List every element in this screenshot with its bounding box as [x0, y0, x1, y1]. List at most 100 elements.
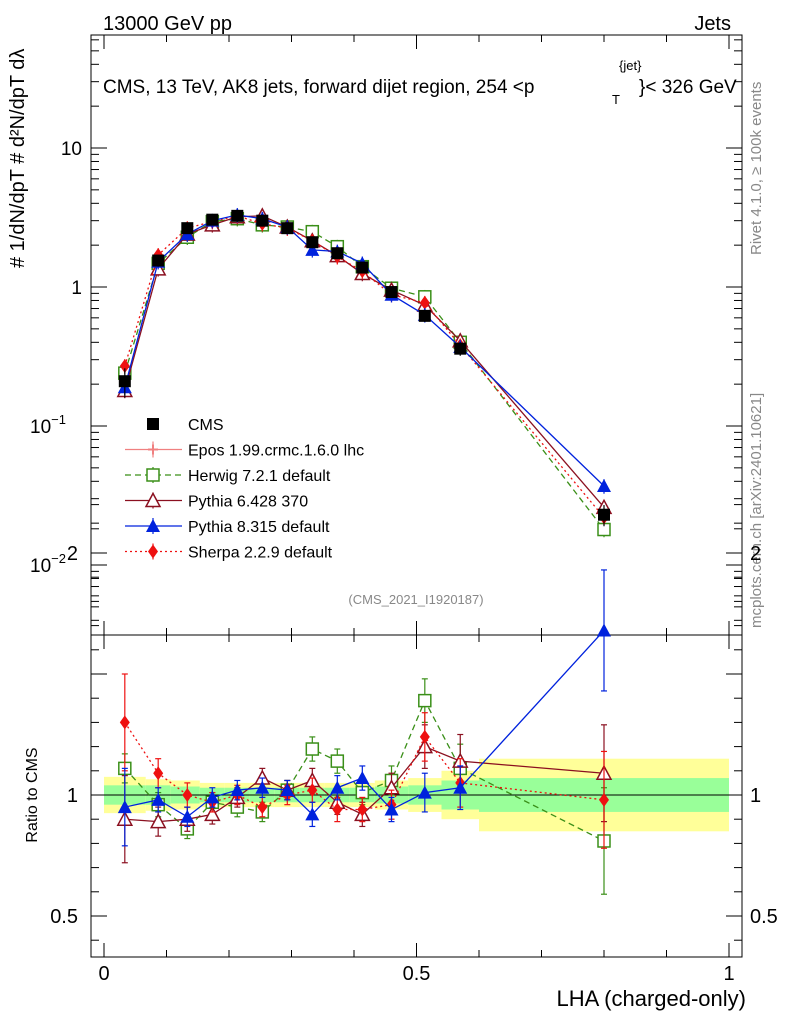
- x-tick-label: 0.5: [403, 963, 431, 985]
- title-main: CMS, 13 TeV, AK8 jets, forward dijet reg…: [103, 77, 534, 98]
- legend-item-cms: CMS: [147, 417, 224, 434]
- ratio-point: [182, 788, 193, 802]
- y-axis-label-text: # 1/dN/dpT # d²N/dpT dλ: [7, 49, 29, 268]
- ratio-point: [117, 800, 132, 814]
- legend-marker: [146, 468, 160, 482]
- data-point: [181, 222, 194, 235]
- data-point: [598, 508, 610, 521]
- data-point: [256, 214, 269, 227]
- main-y-tick-label: 1: [71, 278, 82, 299]
- legend-item-sherpa: Sherpa 2.2.9 default: [125, 543, 333, 562]
- legend-item-epos: Epos 1.99.crmc.1.6.0 lhc: [125, 441, 364, 460]
- ratio-point: [230, 783, 245, 797]
- ratio-y-tick-label-right: 2: [750, 543, 761, 565]
- title-sub: T: [612, 92, 620, 107]
- title-tail: }< 326 GeV: [639, 77, 737, 98]
- legend-label: Herwig 7.2.1 default: [188, 468, 331, 485]
- data-point: [418, 309, 431, 322]
- legend-item-herwig: Herwig 7.2.1 default: [125, 467, 331, 485]
- ratio-y-tick-label-left: 2: [67, 543, 78, 565]
- beam-label: 13000 GeV pp: [103, 13, 232, 35]
- main-y-tick-label: 10−1: [30, 412, 66, 438]
- ratio-point: [257, 800, 268, 815]
- rivet-credit: Rivet 4.1.0, ≥ 100k events: [748, 82, 765, 255]
- ratio-point: [307, 783, 318, 798]
- ratio-series-layer: [116, 569, 613, 895]
- legend-label: Sherpa 2.2.9 default: [188, 545, 333, 562]
- series-line-sherpa: [124, 215, 605, 518]
- ratio-point: [453, 780, 468, 794]
- ratio-point: [205, 790, 220, 804]
- ratio-point: [255, 780, 270, 794]
- x-tick-label: 1: [723, 963, 734, 985]
- ratio-point: [180, 809, 195, 823]
- ratio-point: [384, 802, 399, 816]
- data-point: [356, 261, 369, 274]
- data-point: [305, 242, 320, 256]
- x-axis-label: LHA (charged-only): [556, 986, 746, 1011]
- ratio-point: [305, 742, 320, 756]
- ratio-y-tick-label-left: 1: [67, 785, 78, 807]
- analysis-id: (CMS_2021_I1920187): [348, 592, 483, 607]
- ratio-y-tick-label-left: 0.5: [50, 906, 78, 928]
- ratio-series-py8: [117, 569, 611, 847]
- ratio-point: [151, 792, 166, 806]
- series-line-py6: [124, 215, 605, 508]
- ratio-line-py8: [124, 630, 605, 818]
- ratio-point: [330, 754, 345, 768]
- x-tick-label: 0: [98, 963, 109, 985]
- ratio-point: [418, 693, 432, 708]
- ratio-point: [419, 729, 430, 744]
- ratio-point: [305, 807, 320, 821]
- data-point: [597, 479, 611, 493]
- legend-marker: [148, 544, 158, 559]
- data-point: [206, 213, 219, 226]
- main-y-tick-label: 10: [61, 139, 82, 160]
- ratio-point: [280, 783, 295, 797]
- ratio-point: [332, 802, 343, 817]
- legend-marker: [147, 418, 159, 430]
- legend-label: Pythia 8.315 default: [188, 519, 330, 536]
- ratio-point: [357, 802, 368, 817]
- legend-marker: [146, 519, 160, 532]
- main-series-layer: [116, 207, 613, 538]
- legend-label: CMS: [188, 417, 224, 434]
- plot-title: CMS, 13 TeV, AK8 jets, forward dijet reg…: [103, 58, 737, 107]
- legend: CMS Epos 1.99.crmc.1.6.0 lhc Herwig 7.2.1 …: [125, 417, 364, 562]
- data-point: [231, 209, 244, 222]
- legend-marker: [144, 491, 162, 508]
- y-axis-label: # 1/dN/dpT # d²N/dpT dλ: [7, 49, 29, 268]
- data-point: [306, 236, 319, 249]
- data-point: [152, 254, 165, 267]
- legend-item-py6: Pythia 6.428 370: [125, 491, 308, 511]
- main-axis-ticks: 10−2 10−1 1 10: [30, 35, 742, 635]
- category-label: Jets: [694, 13, 731, 35]
- data-point: [119, 359, 130, 374]
- ratio-y-label: Ratio to CMS: [24, 747, 41, 842]
- mcplots-credit: mcplots.cern.ch [arXiv:2401.10621]: [748, 393, 765, 628]
- series-cms: [118, 209, 610, 527]
- ratio-point: [149, 813, 167, 829]
- ratio-point: [599, 792, 609, 807]
- ratio-axis-ticks: 0 0.5 1 0.5 0.5 1 1 2 2: [50, 504, 778, 985]
- legend-marker: [148, 444, 158, 455]
- legend-label: Epos 1.99.crmc.1.6.0 lhc: [188, 443, 364, 460]
- ratio-point: [330, 780, 345, 794]
- data-point: [118, 375, 131, 388]
- ratio-y-tick-label-right: 1: [750, 785, 761, 807]
- ratio-point: [153, 766, 164, 781]
- data-point: [281, 222, 294, 235]
- ratio-point: [204, 805, 221, 822]
- legend-label: Pythia 6.428 370: [188, 494, 308, 511]
- data-point: [385, 286, 398, 299]
- ratio-line-sherpa: [124, 722, 605, 811]
- main-y-tick-label: 10−2: [30, 551, 66, 577]
- ratio-y-tick-label-right: 0.5: [750, 906, 778, 928]
- ratio-point: [417, 785, 432, 799]
- data-point: [331, 247, 344, 260]
- ratio-point: [355, 771, 370, 785]
- ratio-point: [597, 623, 611, 637]
- title-sup: {jet}: [619, 58, 642, 73]
- data-point: [419, 295, 430, 310]
